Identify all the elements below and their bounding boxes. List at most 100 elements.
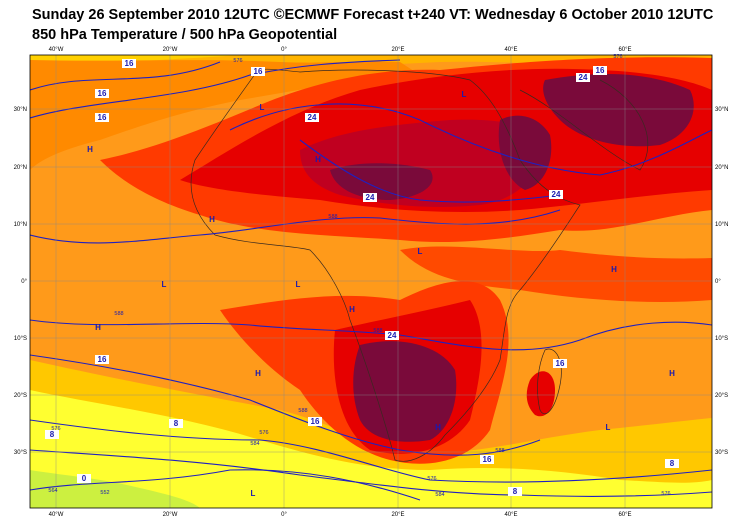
contour-label-box <box>665 459 679 468</box>
temperature-label: 8 <box>174 419 179 428</box>
contour-label-box <box>122 59 136 68</box>
lon-label-bottom: 0° <box>281 512 287 518</box>
geopotential-label: 552 <box>100 490 109 496</box>
contour-label-box <box>385 331 399 340</box>
geopotential-label: 576 <box>51 426 60 432</box>
lat-label-right: 20°S <box>715 393 728 399</box>
geopotential-label: 588 <box>114 311 123 317</box>
pressure-centre: H <box>255 369 261 378</box>
pressure-centre: L <box>606 423 611 432</box>
lat-label-right: 0° <box>715 279 721 285</box>
contour-label-box <box>480 455 494 464</box>
pressure-centre: L <box>296 280 301 289</box>
lon-label-top: 60°E <box>618 47 631 53</box>
contour-label-box <box>251 67 265 76</box>
temperature-label: 16 <box>596 66 605 75</box>
contour-label-box <box>553 359 567 368</box>
lon-label-top: 20°W <box>163 47 178 53</box>
temperature-label: 16 <box>556 359 565 368</box>
temperature-label: 16 <box>311 417 320 426</box>
lon-label-bottom: 20°E <box>391 512 404 518</box>
temperature-label: 8 <box>50 430 55 439</box>
pressure-centre: H <box>435 423 441 432</box>
lon-label-top: 40°W <box>49 47 64 53</box>
contour-label-box <box>593 66 607 75</box>
pressure-centre: L <box>462 90 467 99</box>
contour-label-box <box>95 355 109 364</box>
temperature-label: 24 <box>366 193 375 202</box>
contour-label-box <box>549 190 563 199</box>
pressure-centre: H <box>669 369 675 378</box>
map-frame <box>29 54 713 509</box>
temperature-label: 16 <box>98 355 107 364</box>
contour-label-box <box>95 113 109 122</box>
geopotential-label: 584 <box>250 441 259 447</box>
temperature-label: 8 <box>513 487 518 496</box>
lat-label-left: 30°N <box>14 107 27 113</box>
pressure-centre: H <box>209 215 215 224</box>
geopotential-label: 576 <box>661 491 670 497</box>
contour-label-box <box>576 73 590 82</box>
title: Sunday 26 September 2010 12UTC ©ECMWF Fo… <box>32 7 714 23</box>
pressure-centre: H <box>87 145 93 154</box>
temperature-field <box>30 55 712 508</box>
temperature-label: 16 <box>98 89 107 98</box>
pressure-centre: L <box>418 247 423 256</box>
lon-label-bottom: 60°E <box>618 512 631 518</box>
lat-label-right: 30°N <box>715 107 728 113</box>
lon-label-bottom: 20°W <box>163 512 178 518</box>
temperature-label: 24 <box>579 73 588 82</box>
geopotential-label: 588 <box>298 408 307 414</box>
lat-label-right: 10°S <box>715 336 728 342</box>
pressure-centre: H <box>349 305 355 314</box>
temperature-label: 24 <box>308 113 317 122</box>
temperature-label: 24 <box>552 190 561 199</box>
contour-label-box <box>308 417 322 426</box>
temperature-label: 16 <box>254 67 263 76</box>
pressure-centre: L <box>251 489 256 498</box>
lon-label-top: 40°E <box>504 47 517 53</box>
lat-label-left: 20°N <box>14 165 27 171</box>
contours <box>30 59 712 501</box>
contour-label-box <box>305 113 319 122</box>
contour-label-box <box>77 474 91 483</box>
geopotential-label: 564 <box>48 488 57 494</box>
geopotential-label: 576 <box>259 430 268 436</box>
temperature-label: 16 <box>98 113 107 122</box>
pressure-centre: H <box>611 265 617 274</box>
temperature-label: 8 <box>670 459 675 468</box>
pressure-centre: L <box>162 280 167 289</box>
lat-label-left: 10°S <box>14 336 27 342</box>
pressure-centre: H <box>315 155 321 164</box>
lat-label-left: 10°N <box>14 222 27 228</box>
coastlines <box>190 68 649 462</box>
lon-label-bottom: 40°W <box>49 512 64 518</box>
geopotential-label: 588 <box>328 214 337 220</box>
contour-label-box <box>363 193 377 202</box>
contour-label-box <box>45 430 59 439</box>
geopotential-label: 588 <box>373 328 382 334</box>
contour-label-box <box>508 487 522 496</box>
lat-label-left: 20°S <box>14 393 27 399</box>
temperature-label: 0 <box>82 474 87 483</box>
geopotential-label: 576 <box>613 54 622 60</box>
lat-label-left: 0° <box>21 279 27 285</box>
lat-label-right: 30°S <box>715 450 728 456</box>
temperature-label: 16 <box>125 59 134 68</box>
geopotential-label: 576 <box>233 58 242 64</box>
lon-label-top: 0° <box>281 47 287 53</box>
contour-label-box <box>95 89 109 98</box>
lat-label-left: 30°S <box>14 450 27 456</box>
lat-label-right: 20°N <box>715 165 728 171</box>
geopotential-label: 584 <box>435 492 444 498</box>
pressure-centre: H <box>95 323 101 332</box>
temperature-label: 16 <box>483 455 492 464</box>
contour-label-box <box>169 419 183 428</box>
pressure-centre: L <box>260 103 265 112</box>
geopotential-label: 576 <box>427 476 436 482</box>
temperature-label: 24 <box>388 331 397 340</box>
graticule <box>30 55 712 508</box>
lon-label-top: 20°E <box>391 47 404 53</box>
lon-label-bottom: 40°E <box>504 512 517 518</box>
